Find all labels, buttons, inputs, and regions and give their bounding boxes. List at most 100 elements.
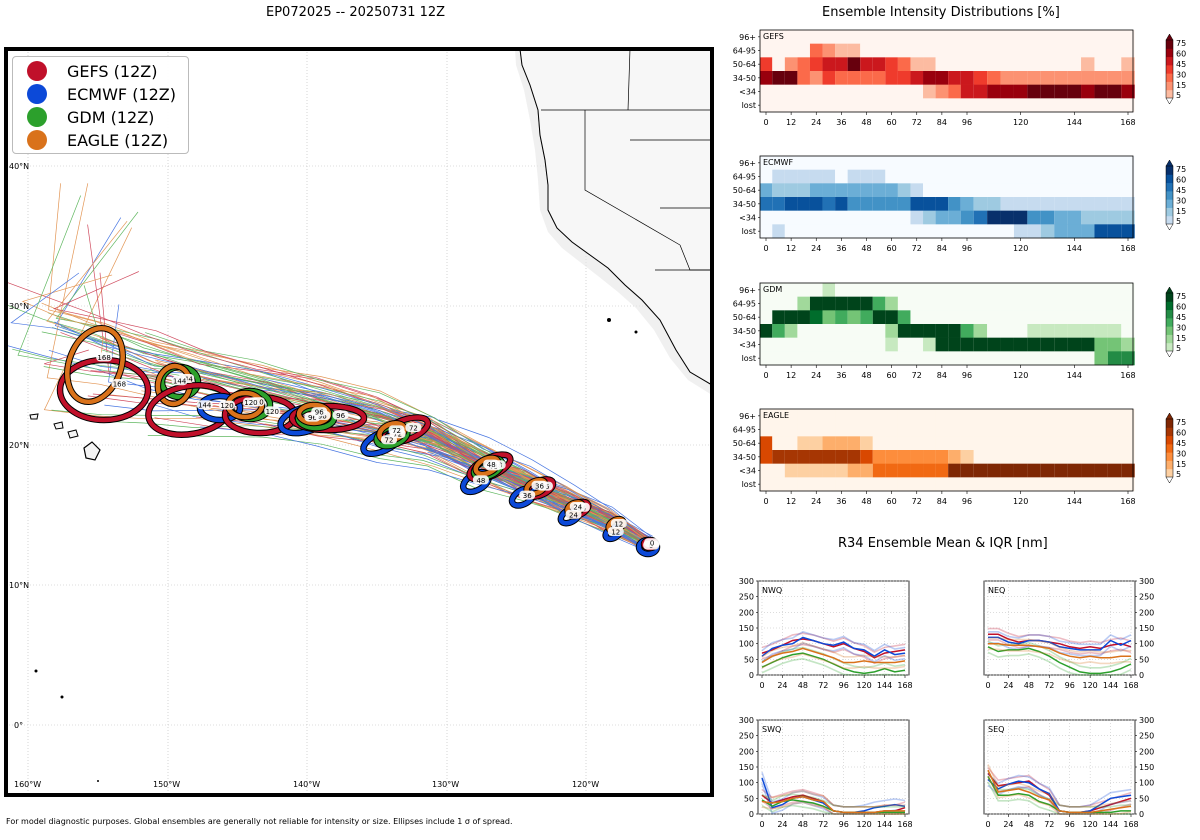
heat-cell: [823, 297, 836, 311]
heat-cell: [885, 224, 898, 238]
y-tick-label: 96+: [739, 286, 756, 295]
heat-cell: [885, 423, 898, 437]
heat-cell: [1014, 450, 1027, 464]
x-tick-label: 48: [1024, 820, 1034, 829]
heat-cell: [810, 71, 823, 85]
heat-cell: [1041, 436, 1054, 450]
heat-cell: [760, 211, 772, 225]
heat-cell: [1054, 477, 1067, 491]
heat-cell: [936, 224, 949, 238]
heat-cell: [1108, 436, 1121, 450]
heat-cell: [987, 436, 1000, 450]
heat-cell: [1094, 224, 1107, 238]
heat-cell: [873, 211, 886, 225]
heat-cell: [974, 197, 987, 211]
forecast-hour-label: 0: [650, 540, 654, 548]
heat-cell: [974, 283, 987, 297]
heat-cell: [1014, 283, 1027, 297]
heat-cell: [1014, 71, 1027, 85]
heat-cell: [923, 283, 936, 297]
heat-cell: [1068, 211, 1081, 225]
heat-cell: [987, 183, 1000, 197]
heat-cell: [873, 85, 886, 99]
heat-cell: [835, 409, 848, 423]
heat-cell: [885, 71, 898, 85]
heat-cell: [1108, 310, 1121, 324]
heat-cell: [772, 464, 785, 478]
heat-cell: [1108, 197, 1121, 211]
map-legend: GEFS (12Z) ECMWF (12Z) GDM (12Z) EAGLE (…: [12, 56, 189, 154]
heat-cell: [910, 30, 923, 44]
heat-cell: [785, 85, 798, 99]
heat-cell: [1094, 436, 1107, 450]
heat-cell: [1094, 170, 1107, 184]
heat-cell: [785, 450, 798, 464]
heat-cell: [1108, 224, 1121, 238]
heat-cell: [873, 283, 886, 297]
heat-cell: [810, 30, 823, 44]
heat-cell: [1081, 224, 1094, 238]
heat-cell: [760, 450, 772, 464]
heat-cell: [885, 464, 898, 478]
heat-cell: [936, 423, 949, 437]
heat-cell: [760, 464, 772, 478]
heat-cell: [936, 436, 949, 450]
heat-cell: [823, 477, 836, 491]
colorbar-tick: 5: [1176, 217, 1181, 226]
lon-label-120: 120°W: [572, 780, 599, 789]
heat-cell: [898, 310, 911, 324]
colorbar-tick: 30: [1176, 196, 1186, 205]
y-tick-label: 150: [739, 763, 754, 772]
y-tick-label: 64-95: [733, 47, 756, 56]
heat-cell: [1041, 211, 1054, 225]
heat-cell: [873, 183, 886, 197]
colorbar-tick: 45: [1176, 60, 1186, 69]
heat-cell: [1054, 409, 1067, 423]
heat-cell: [1027, 224, 1040, 238]
heat-cell: [1068, 297, 1081, 311]
heat-cell: [785, 310, 798, 324]
colorbar-tick: 15: [1176, 81, 1186, 90]
heat-cell: [860, 464, 873, 478]
x-tick-label: 24: [811, 118, 821, 127]
x-tick-label: 0: [985, 681, 990, 690]
heat-cell: [1001, 423, 1014, 437]
heat-cell: [835, 170, 848, 184]
heat-cell: [835, 450, 848, 464]
heat-cell: [1108, 464, 1121, 478]
heat-cell: [923, 156, 936, 170]
heat-cell: [961, 211, 974, 225]
colorbar-tick: 60: [1176, 302, 1186, 311]
heat-cell: [873, 324, 886, 338]
lat-label-40: 40°N: [9, 162, 29, 171]
heat-cell: [1068, 283, 1081, 297]
heat-cell: [974, 338, 987, 352]
heat-cell: [936, 450, 949, 464]
heat-cell: [797, 211, 810, 225]
heat-cell: [1108, 170, 1121, 184]
heat-cell: [974, 71, 987, 85]
heat-cell: [785, 170, 798, 184]
x-tick-label: 72: [912, 371, 922, 380]
colorbar-tick: 60: [1176, 175, 1186, 184]
x-tick-label: 12: [786, 497, 796, 506]
heat-cell: [961, 423, 974, 437]
heat-cell: [873, 224, 886, 238]
heat-cell: [823, 71, 836, 85]
heat-cell: [860, 310, 873, 324]
heat-cell: [848, 436, 861, 450]
heat-cell: [974, 351, 987, 365]
heat-cell: [910, 409, 923, 423]
heat-cell: [1081, 310, 1094, 324]
heat-cell: [1054, 464, 1067, 478]
heat-cell: [910, 170, 923, 184]
heat-cell: [1001, 324, 1014, 338]
heat-cell: [923, 477, 936, 491]
heat-cell: [835, 283, 848, 297]
heat-cell: [923, 224, 936, 238]
heat-cell: [823, 30, 836, 44]
heat-cell: [974, 436, 987, 450]
legend-label-gefs: GEFS (12Z): [67, 62, 157, 81]
heat-cell: [1041, 156, 1054, 170]
heat-cell: [961, 297, 974, 311]
